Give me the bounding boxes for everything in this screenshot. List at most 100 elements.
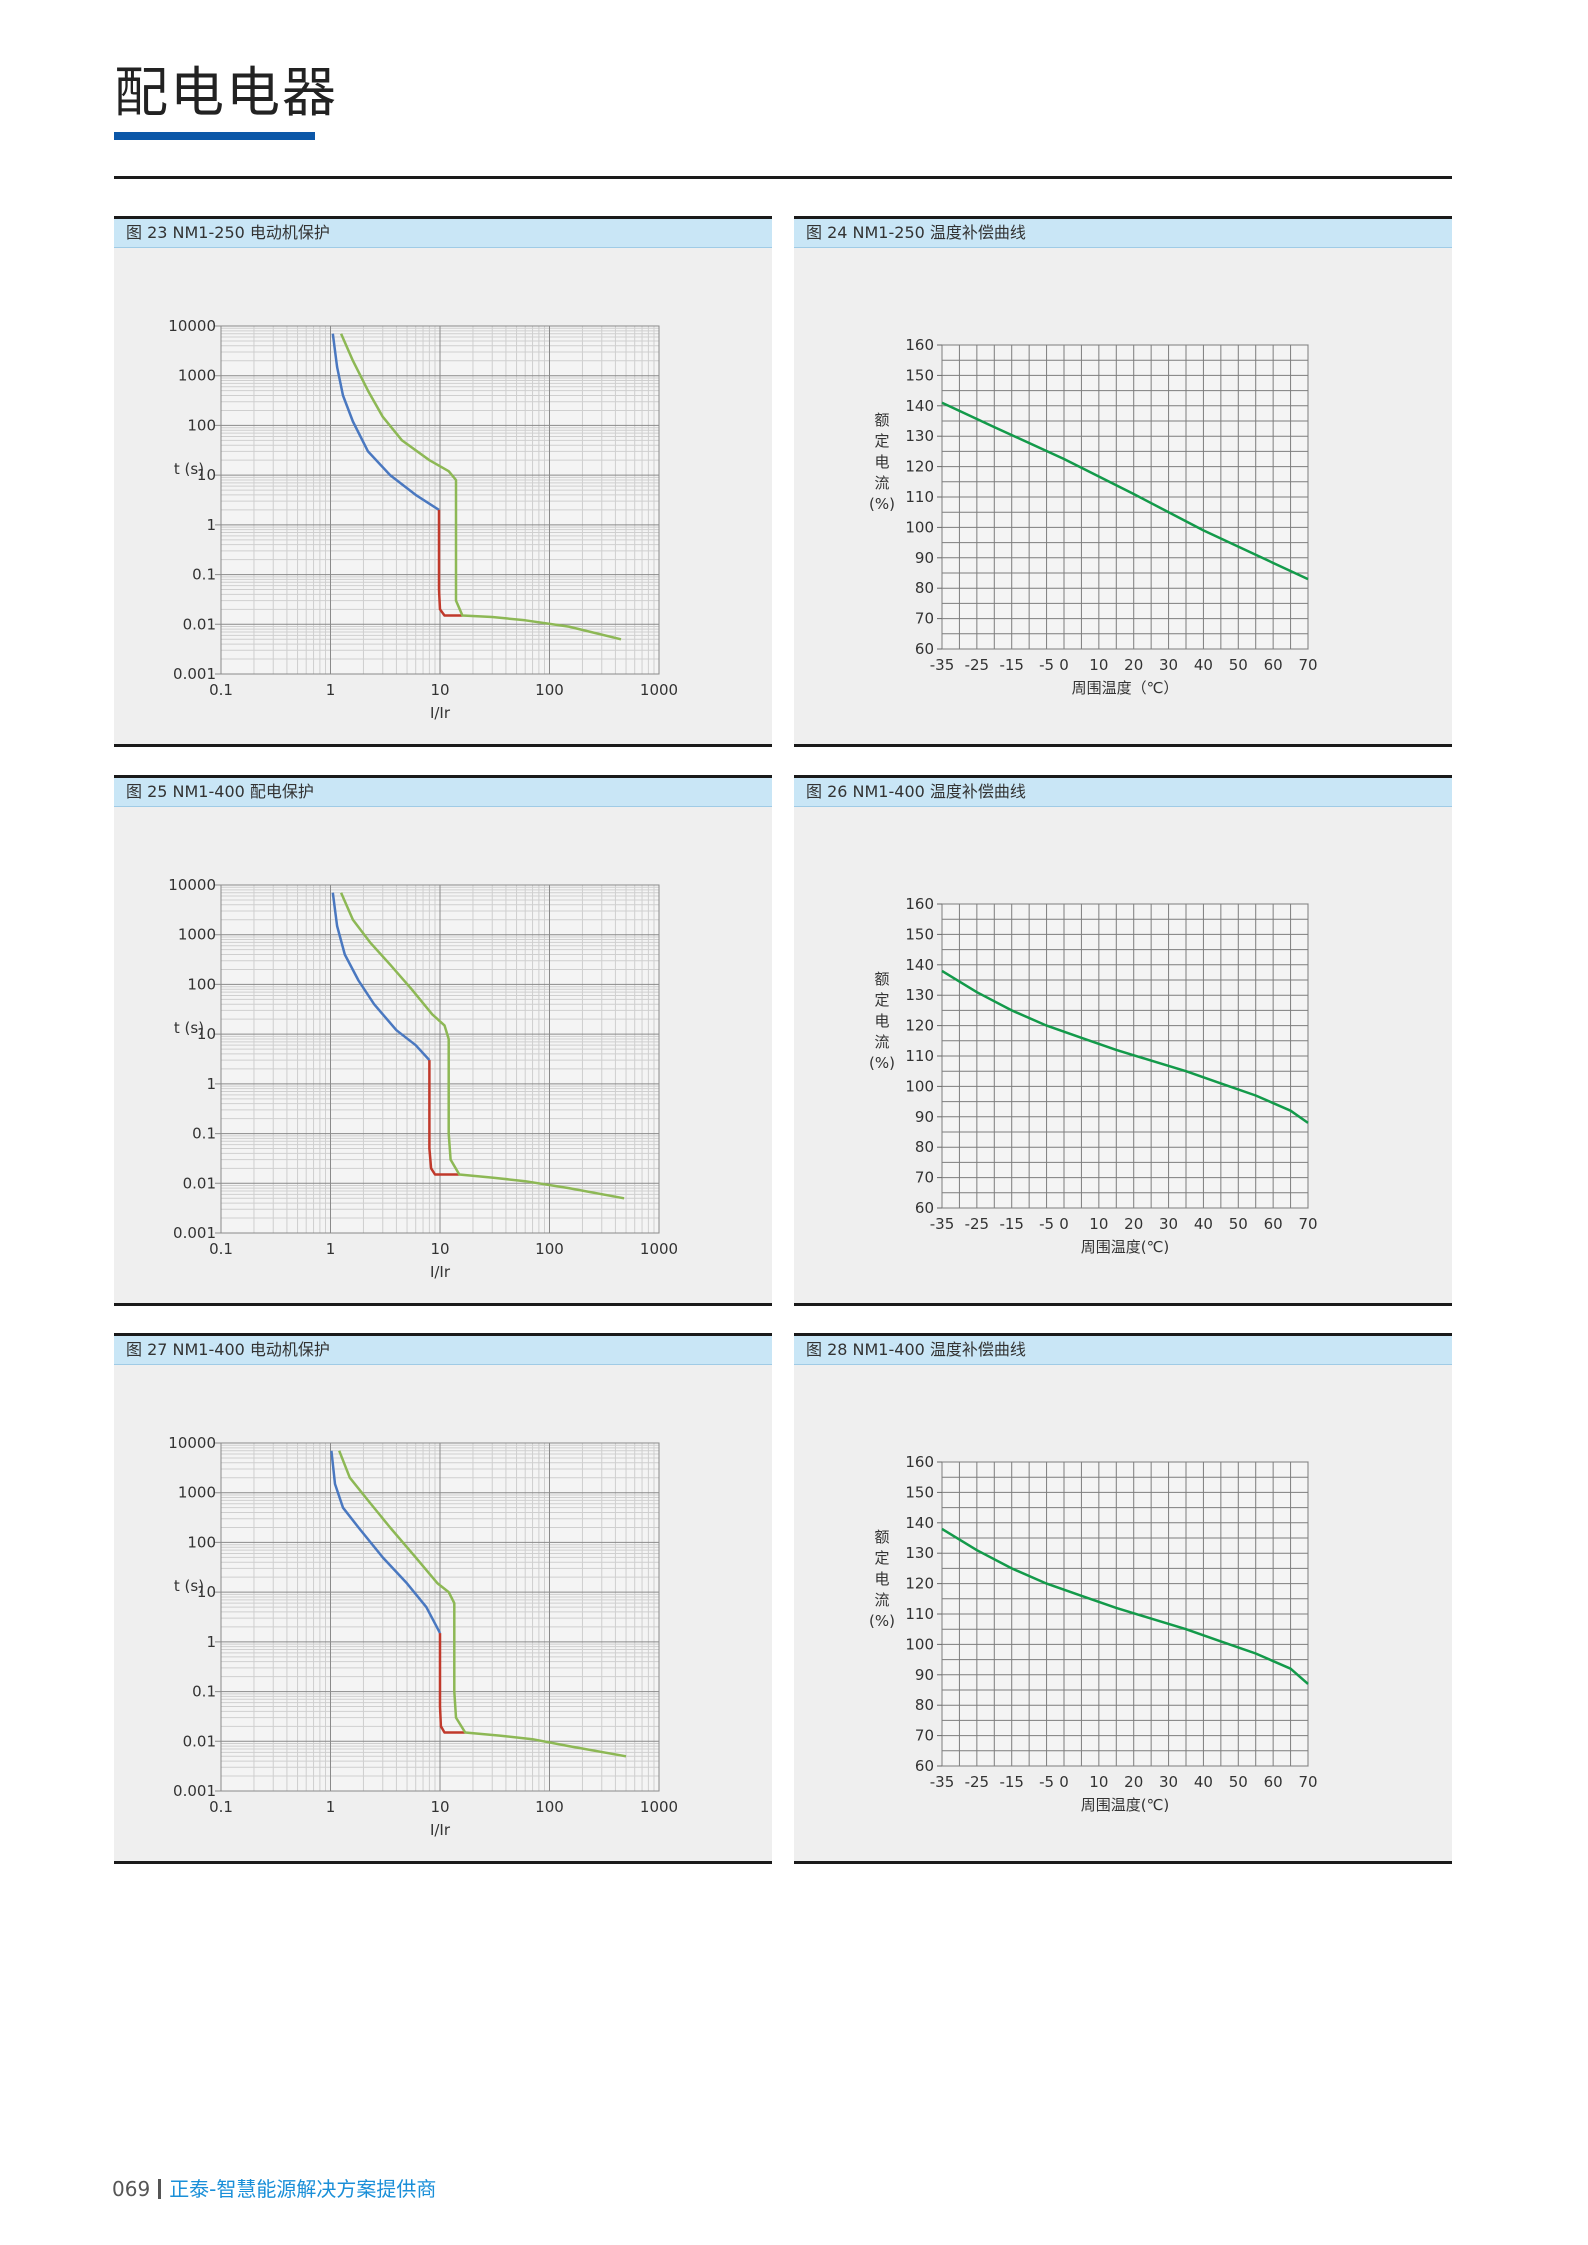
footer-brand: 正泰-智慧能源解决方案提供商 bbox=[169, 2177, 437, 2201]
y-axis-label: 额定电流(%) bbox=[869, 411, 895, 513]
x-tick-label: 100 bbox=[535, 1240, 564, 1258]
x-tick-label: 10 bbox=[430, 1798, 449, 1816]
temperature-compensation-chart: -35 -25 -15 -5 0 10 20 30 40 50 60 70 60 70 80 90 100 110… bbox=[869, 336, 1318, 697]
x-tick-label: 10 bbox=[430, 681, 449, 699]
x-axis-label: 周围温度(℃) bbox=[1081, 1238, 1170, 1256]
chart-panel-24: 图 24 NM1-250 温度补偿曲线 -35 -25 -15 -5 0 10 20 30 40… bbox=[794, 216, 1452, 747]
x-tick-label: 1 bbox=[326, 1240, 336, 1258]
x-tick-label: 40 bbox=[1194, 1215, 1213, 1233]
y-tick-label: 10000 bbox=[168, 876, 216, 894]
chart-panel-28: 图 28 NM1-400 温度补偿曲线 -35 -25 -15 -5 0 10 20 30 40… bbox=[794, 1333, 1452, 1864]
y-tick-label: 130 bbox=[905, 986, 934, 1004]
y-axis-label: t (s) bbox=[174, 460, 204, 478]
x-tick-label: -5 bbox=[1039, 656, 1054, 674]
y-tick-label: 10 bbox=[197, 466, 216, 484]
x-tick-label: 100 bbox=[535, 1798, 564, 1816]
x-tick-label: 50 bbox=[1229, 1773, 1248, 1791]
x-tick-label: 100 bbox=[535, 681, 564, 699]
tripping-curve-chart: 0.1 1 10 100 1000 0.001 0.01 0.1 1 10 100 1000 10000… bbox=[168, 317, 678, 722]
footer-divider bbox=[158, 2179, 162, 2199]
x-tick-label: 50 bbox=[1229, 656, 1248, 674]
temperature-compensation-chart: -35 -25 -15 -5 0 10 20 30 40 50 60 70 60 70 80 90 100 110… bbox=[869, 895, 1318, 1256]
panel-title: 图 25 NM1-400 配电保护 bbox=[114, 778, 772, 807]
y-tick-label: 140 bbox=[905, 1514, 934, 1532]
x-tick-label: 0 bbox=[1059, 656, 1069, 674]
series-line-green bbox=[338, 1450, 627, 1758]
chart-panel-26: 图 26 NM1-400 温度补偿曲线 -35 -25 -15 -5 0 10 20 30 40… bbox=[794, 775, 1452, 1306]
x-tick-label: 10 bbox=[1089, 656, 1108, 674]
x-tick-label: -5 bbox=[1039, 1773, 1054, 1791]
y-tick-label: 130 bbox=[905, 1544, 934, 1562]
series-line-red bbox=[438, 1633, 466, 1734]
x-tick-label: 70 bbox=[1298, 1215, 1317, 1233]
y-tick-label: 60 bbox=[915, 1199, 934, 1217]
x-tick-label: -25 bbox=[965, 1773, 990, 1791]
page-footer: 069 正泰-智慧能源解决方案提供商 bbox=[112, 2173, 436, 2202]
x-axis-label: I/Ir bbox=[430, 704, 451, 722]
x-tick-label: 0.1 bbox=[209, 1798, 233, 1816]
y-tick-label: 60 bbox=[915, 640, 934, 658]
y-tick-label: 90 bbox=[915, 549, 934, 567]
title-underline bbox=[114, 132, 315, 140]
y-tick-label: 0.001 bbox=[173, 1224, 216, 1242]
y-tick-label: 0.001 bbox=[173, 1782, 216, 1800]
x-tick-label: -15 bbox=[999, 1215, 1024, 1233]
y-tick-label: 10000 bbox=[168, 317, 216, 335]
x-tick-label: 0.1 bbox=[209, 1240, 233, 1258]
page-number: 069 bbox=[112, 2177, 151, 2201]
x-axis-label: I/Ir bbox=[430, 1263, 451, 1281]
y-tick-label: 160 bbox=[905, 895, 934, 913]
y-tick-label: 1 bbox=[206, 516, 216, 534]
y-tick-label: 70 bbox=[915, 1727, 934, 1745]
y-axis-label: 额定电流(%) bbox=[869, 1528, 895, 1630]
y-axis-label: t (s) bbox=[174, 1019, 204, 1037]
y-tick-label: 10 bbox=[197, 1583, 216, 1601]
chart-panel-25: 图 25 NM1-400 配电保护 0.1 1 10 100 1000 0.001 0.01… bbox=[114, 775, 772, 1306]
x-tick-label: 20 bbox=[1124, 1215, 1143, 1233]
x-tick-label: 0 bbox=[1059, 1215, 1069, 1233]
series-line-blue bbox=[331, 333, 440, 511]
y-tick-label: 80 bbox=[915, 1138, 934, 1156]
x-tick-label: 20 bbox=[1124, 656, 1143, 674]
panel-title: 图 27 NM1-400 电动机保护 bbox=[114, 1336, 772, 1365]
y-tick-label: 150 bbox=[905, 366, 934, 384]
y-tick-label: 100 bbox=[905, 1077, 934, 1095]
x-tick-label: 1000 bbox=[640, 1798, 678, 1816]
y-tick-label: 60 bbox=[915, 1757, 934, 1775]
y-tick-label: 100 bbox=[187, 975, 216, 993]
y-tick-label: 1 bbox=[206, 1075, 216, 1093]
y-tick-label: 80 bbox=[915, 1696, 934, 1714]
x-tick-label: 10 bbox=[1089, 1215, 1108, 1233]
series-line-red bbox=[428, 1060, 460, 1176]
series-line-green bbox=[339, 333, 622, 641]
top-rule bbox=[114, 176, 1452, 179]
page-title: 配电电器 bbox=[114, 61, 338, 124]
x-tick-label: -35 bbox=[930, 656, 955, 674]
x-tick-label: 0.1 bbox=[209, 681, 233, 699]
y-tick-label: 110 bbox=[905, 1605, 934, 1623]
y-tick-label: 1000 bbox=[178, 1484, 216, 1502]
y-tick-label: 0.1 bbox=[192, 566, 216, 584]
y-tick-label: 110 bbox=[905, 1047, 934, 1065]
x-tick-label: 10 bbox=[430, 1240, 449, 1258]
panel-title: 图 26 NM1-400 温度补偿曲线 bbox=[794, 778, 1452, 807]
chart-panel-23: 图 23 NM1-250 电动机保护 0.1 1 10 100 1000 0.001 0.0… bbox=[114, 216, 772, 747]
x-tick-label: 10 bbox=[1089, 1773, 1108, 1791]
series-line-blue bbox=[331, 892, 431, 1061]
temperature-compensation-chart: -35 -25 -15 -5 0 10 20 30 40 50 60 70 60 70 80 90 100 110… bbox=[869, 1453, 1318, 1814]
y-tick-label: 140 bbox=[905, 397, 934, 415]
x-tick-label: 30 bbox=[1159, 1773, 1178, 1791]
tripping-curve-chart: 0.1 1 10 100 1000 0.001 0.01 0.1 1 10 100 1000 10000… bbox=[168, 876, 678, 1281]
panel-title: 图 23 NM1-250 电动机保护 bbox=[114, 219, 772, 248]
y-tick-label: 120 bbox=[905, 458, 934, 476]
y-axis-label: 额定电流(%) bbox=[869, 970, 895, 1072]
y-tick-label: 0.1 bbox=[192, 1683, 216, 1701]
x-tick-label: -35 bbox=[930, 1215, 955, 1233]
y-tick-label: 0.001 bbox=[173, 665, 216, 683]
x-axis-label: 周围温度(℃) bbox=[1081, 1796, 1170, 1814]
y-tick-label: 80 bbox=[915, 579, 934, 597]
x-tick-label: -25 bbox=[965, 1215, 990, 1233]
tripping-curve-chart: 0.1 1 10 100 1000 0.001 0.01 0.1 1 10 100 1000 10000… bbox=[168, 1434, 678, 1839]
y-tick-label: 10 bbox=[197, 1025, 216, 1043]
y-tick-label: 110 bbox=[905, 488, 934, 506]
